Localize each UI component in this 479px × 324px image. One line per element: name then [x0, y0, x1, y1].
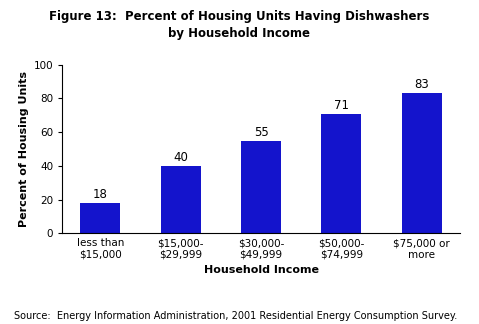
Bar [321, 114, 362, 233]
Text: 40: 40 [173, 151, 188, 164]
Text: 83: 83 [414, 78, 429, 91]
Bar [241, 141, 281, 233]
Text: 71: 71 [334, 98, 349, 112]
Text: Figure 13:  Percent of Housing Units Having Dishwashers
by Household Income: Figure 13: Percent of Housing Units Havi… [49, 10, 430, 40]
Bar [80, 203, 121, 233]
Bar [160, 166, 201, 233]
Y-axis label: Percent of Housing Units: Percent of Housing Units [20, 71, 29, 227]
Text: Source:  Energy Information Administration, 2001 Residential Energy Consumption : Source: Energy Information Administratio… [14, 311, 457, 321]
X-axis label: Household Income: Household Income [204, 265, 319, 275]
Bar [401, 93, 442, 233]
Text: 55: 55 [254, 126, 268, 139]
Text: 18: 18 [93, 188, 108, 201]
